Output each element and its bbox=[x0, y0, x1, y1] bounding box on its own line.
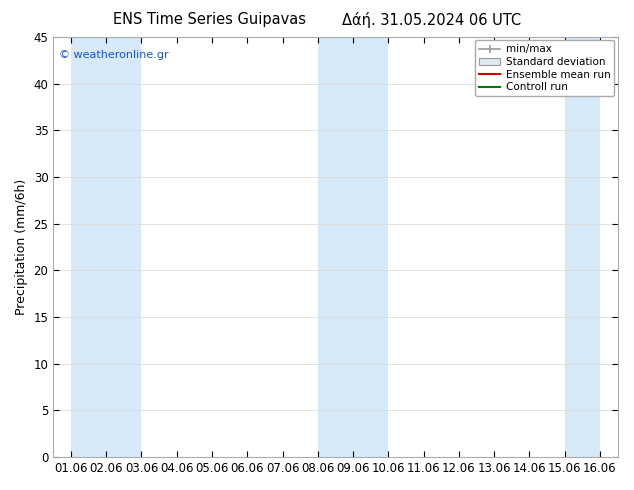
Bar bbox=[565, 37, 600, 457]
Legend: min/max, Standard deviation, Ensemble mean run, Controll run: min/max, Standard deviation, Ensemble me… bbox=[476, 40, 614, 97]
Bar bbox=[71, 37, 141, 457]
Bar bbox=[318, 37, 388, 457]
Y-axis label: Precipitation (mm/6h): Precipitation (mm/6h) bbox=[15, 179, 28, 315]
Text: ENS Time Series Guipavas: ENS Time Series Guipavas bbox=[113, 12, 306, 27]
Text: Δάή. 31.05.2024 06 UTC: Δάή. 31.05.2024 06 UTC bbox=[342, 12, 521, 28]
Text: © weatheronline.gr: © weatheronline.gr bbox=[59, 50, 169, 60]
